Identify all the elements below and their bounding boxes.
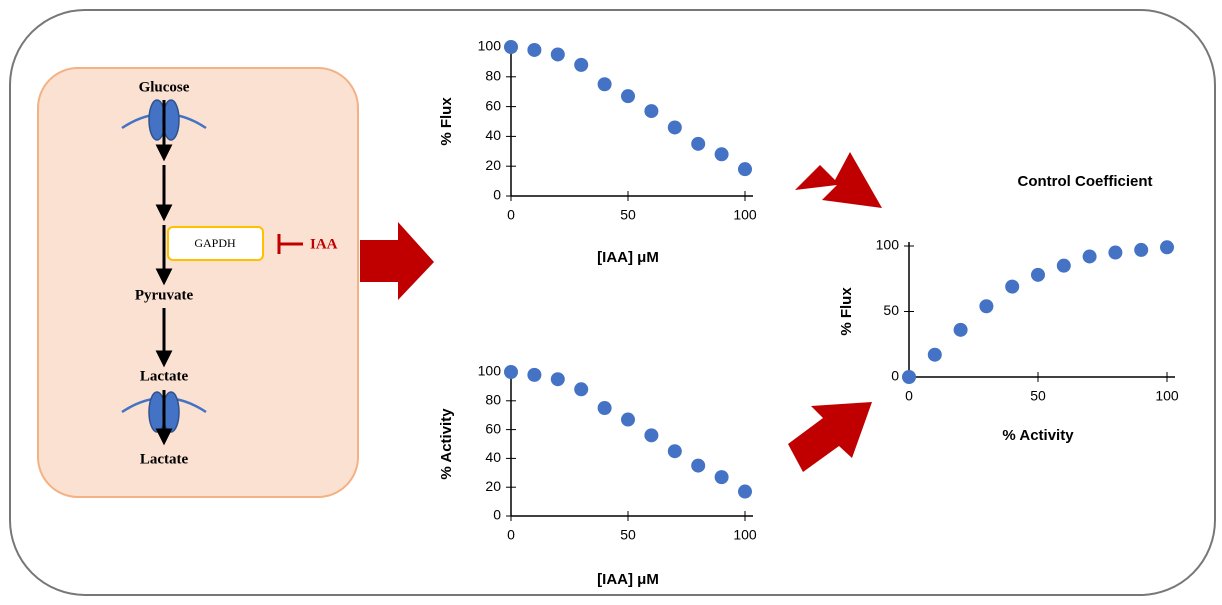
point [1005, 280, 1019, 294]
y-tick-label: 20 [485, 157, 501, 173]
point [551, 372, 565, 386]
point [738, 485, 752, 499]
point [928, 348, 942, 362]
point [1057, 259, 1071, 273]
point [621, 89, 635, 103]
point [691, 137, 705, 151]
metabolite: Pyruvate [135, 287, 194, 303]
point [574, 58, 588, 72]
point [598, 401, 612, 415]
point [644, 104, 658, 118]
x-tick-label: 100 [1155, 388, 1179, 404]
y-tick-label: 80 [485, 392, 501, 408]
point [902, 370, 916, 384]
x-tick-label: 0 [507, 207, 515, 223]
x-tick-label: 100 [733, 207, 757, 223]
point [598, 77, 612, 91]
point [504, 40, 518, 54]
y-tick-label: 0 [493, 187, 501, 203]
point [1108, 246, 1122, 260]
point [738, 162, 752, 176]
point [715, 147, 729, 161]
y-tick-label: 100 [876, 237, 900, 253]
x-tick-label: 50 [620, 527, 636, 543]
y-tick-label: 0 [493, 507, 501, 523]
point [1083, 249, 1097, 263]
point [527, 368, 541, 382]
metabolite: Lactate [140, 368, 189, 384]
point [954, 323, 968, 337]
cell [38, 68, 358, 497]
point [1134, 243, 1148, 257]
y-tick-label: 60 [485, 420, 501, 436]
y-axis-label: % Activity [438, 408, 455, 480]
point [668, 444, 682, 458]
point [668, 120, 682, 134]
y-tick-label: 40 [485, 449, 501, 465]
y-tick-label: 60 [485, 97, 501, 113]
x-axis-label: [IAA] μM [597, 571, 659, 588]
point [504, 365, 518, 379]
y-tick-label: 80 [485, 68, 501, 84]
point [551, 47, 565, 61]
point [1031, 268, 1045, 282]
x-tick-label: 50 [1030, 388, 1046, 404]
y-tick-label: 50 [883, 302, 899, 318]
point [1160, 240, 1174, 254]
x-tick-label: 100 [733, 527, 757, 543]
y-axis-label: % Flux [838, 287, 855, 336]
point [527, 43, 541, 57]
y-tick-label: 0 [891, 368, 899, 384]
y-tick-label: 100 [478, 38, 502, 54]
x-axis-label: [IAA] μM [597, 249, 659, 266]
y-axis-label: % Flux [438, 97, 455, 146]
x-tick-label: 0 [905, 388, 913, 404]
point [574, 382, 588, 396]
point [715, 470, 729, 484]
point [644, 428, 658, 442]
point [979, 299, 993, 313]
x-tick-label: 0 [507, 527, 515, 543]
y-tick-label: 20 [485, 478, 501, 494]
metabolite: Lactate [140, 451, 189, 467]
chart-title: Control Coefficient [1018, 173, 1153, 190]
inhibitor-label: IAA [310, 236, 338, 252]
metabolite: Glucose [139, 79, 190, 95]
enzyme-label: GAPDH [194, 236, 236, 250]
y-tick-label: 40 [485, 127, 501, 143]
point [621, 413, 635, 427]
y-tick-label: 100 [478, 363, 502, 379]
figure: GAPDH IAA Glucose Pyruvate Lactate Lacta… [0, 0, 1222, 600]
point [691, 459, 705, 473]
x-axis-label: % Activity [1002, 427, 1074, 444]
x-tick-label: 50 [620, 207, 636, 223]
